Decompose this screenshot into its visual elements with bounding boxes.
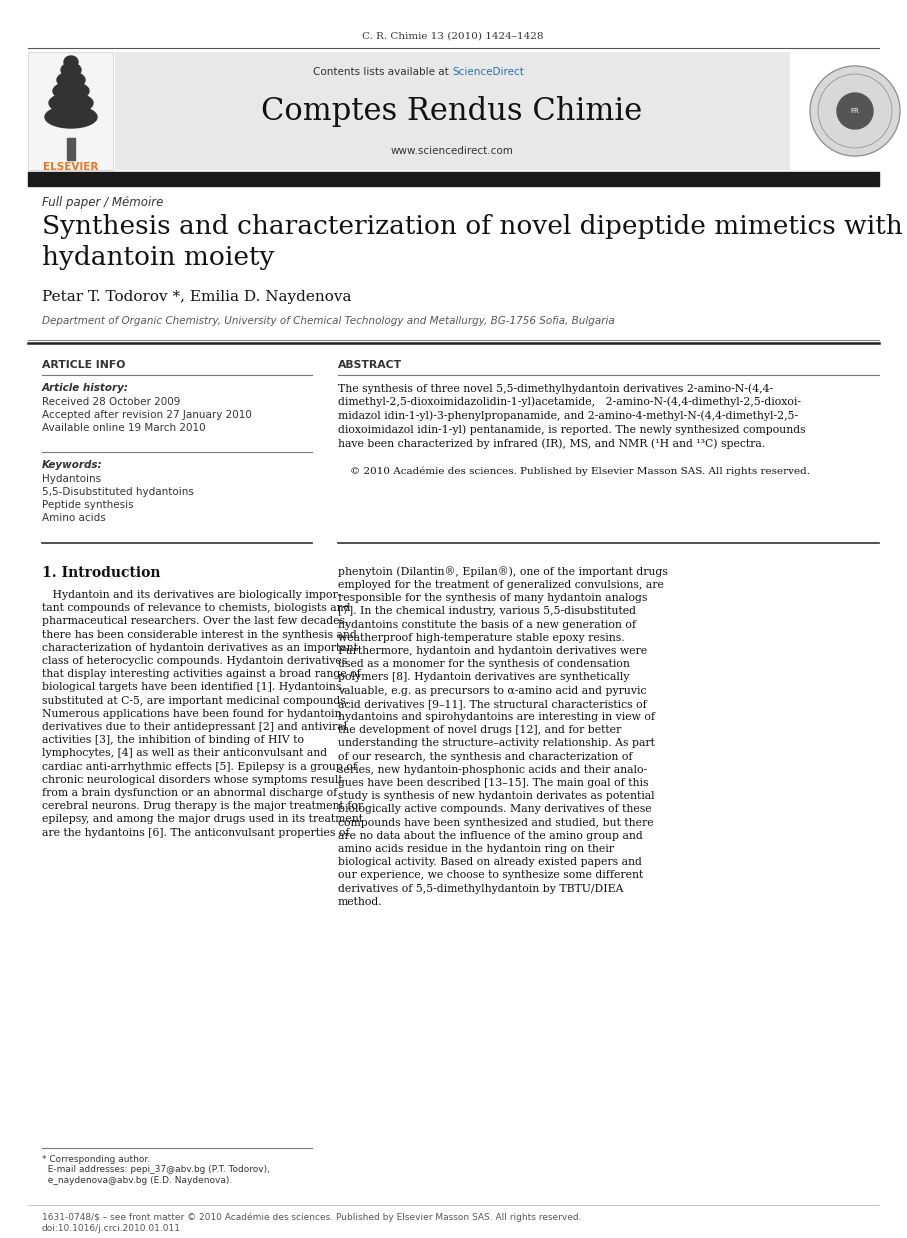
Text: Accepted after revision 27 January 2010: Accepted after revision 27 January 2010 (42, 410, 252, 420)
Text: 1631-0748/$ – see front matter © 2010 Académie des sciences. Published by Elsevi: 1631-0748/$ – see front matter © 2010 Ac… (42, 1212, 581, 1222)
Ellipse shape (64, 56, 78, 68)
Text: Keywords:: Keywords: (42, 461, 102, 470)
Text: doi:10.1016/j.crci.2010.01.011: doi:10.1016/j.crci.2010.01.011 (42, 1224, 181, 1233)
Ellipse shape (57, 72, 85, 88)
Text: C. R. Chimie 13 (2010) 1424–1428: C. R. Chimie 13 (2010) 1424–1428 (362, 32, 544, 41)
Text: 5,5-Disubstituted hydantoins: 5,5-Disubstituted hydantoins (42, 487, 194, 496)
Text: © 2010 Académie des sciences. Published by Elsevier Masson SAS. All rights reser: © 2010 Académie des sciences. Published … (350, 467, 810, 477)
Text: phenytoin (Dilantin®, Epilan®), one of the important drugs
employed for the trea: phenytoin (Dilantin®, Epilan®), one of t… (338, 566, 668, 906)
Ellipse shape (53, 82, 89, 100)
Text: Comptes Rendus Chimie: Comptes Rendus Chimie (261, 97, 643, 128)
Text: FR: FR (851, 108, 859, 114)
Bar (28, 172, 879, 186)
Text: ARTICLE INFO: ARTICLE INFO (42, 360, 125, 370)
Circle shape (837, 93, 873, 129)
Circle shape (810, 66, 900, 156)
FancyBboxPatch shape (28, 52, 113, 170)
Bar (67, 137, 75, 160)
Ellipse shape (49, 93, 93, 113)
Text: ScienceDirect: ScienceDirect (452, 67, 524, 77)
Text: Received 28 October 2009: Received 28 October 2009 (42, 397, 180, 407)
Text: www.sciencedirect.com: www.sciencedirect.com (391, 146, 513, 156)
FancyBboxPatch shape (115, 52, 790, 170)
Ellipse shape (61, 63, 81, 77)
Text: Contents lists available at: Contents lists available at (313, 67, 452, 77)
Text: Amino acids: Amino acids (42, 513, 106, 522)
Text: Department of Organic Chemistry, University of Chemical Technology and Metallurg: Department of Organic Chemistry, Univers… (42, 316, 615, 326)
Text: Full paper / Mémoire: Full paper / Mémoire (42, 196, 163, 209)
Text: Synthesis and characterization of novel dipeptide mimetics with
hydantoin moiety: Synthesis and characterization of novel … (42, 214, 902, 270)
Text: Available online 19 March 2010: Available online 19 March 2010 (42, 423, 206, 433)
Text: Peptide synthesis: Peptide synthesis (42, 500, 133, 510)
Text: ELSEVIER: ELSEVIER (44, 162, 99, 172)
Text: Hydantoins: Hydantoins (42, 474, 101, 484)
Text: * Corresponding author.
  E-mail addresses: pepi_37@abv.bg (P.T. Todorov),
  e_n: * Corresponding author. E-mail addresses… (42, 1155, 270, 1185)
Text: The synthesis of three novel 5,5-dimethylhydantoin derivatives 2-amino-N-(4,4-
d: The synthesis of three novel 5,5-dimethy… (338, 383, 805, 449)
Text: ABSTRACT: ABSTRACT (338, 360, 402, 370)
Ellipse shape (45, 106, 97, 128)
Text: Petar T. Todorov *, Emilia D. Naydenova: Petar T. Todorov *, Emilia D. Naydenova (42, 290, 352, 305)
Text: Hydantoin and its derivatives are biologically impor-
tant compounds of relevanc: Hydantoin and its derivatives are biolog… (42, 591, 363, 838)
Text: 1. Introduction: 1. Introduction (42, 566, 161, 579)
Text: Article history:: Article history: (42, 383, 129, 392)
